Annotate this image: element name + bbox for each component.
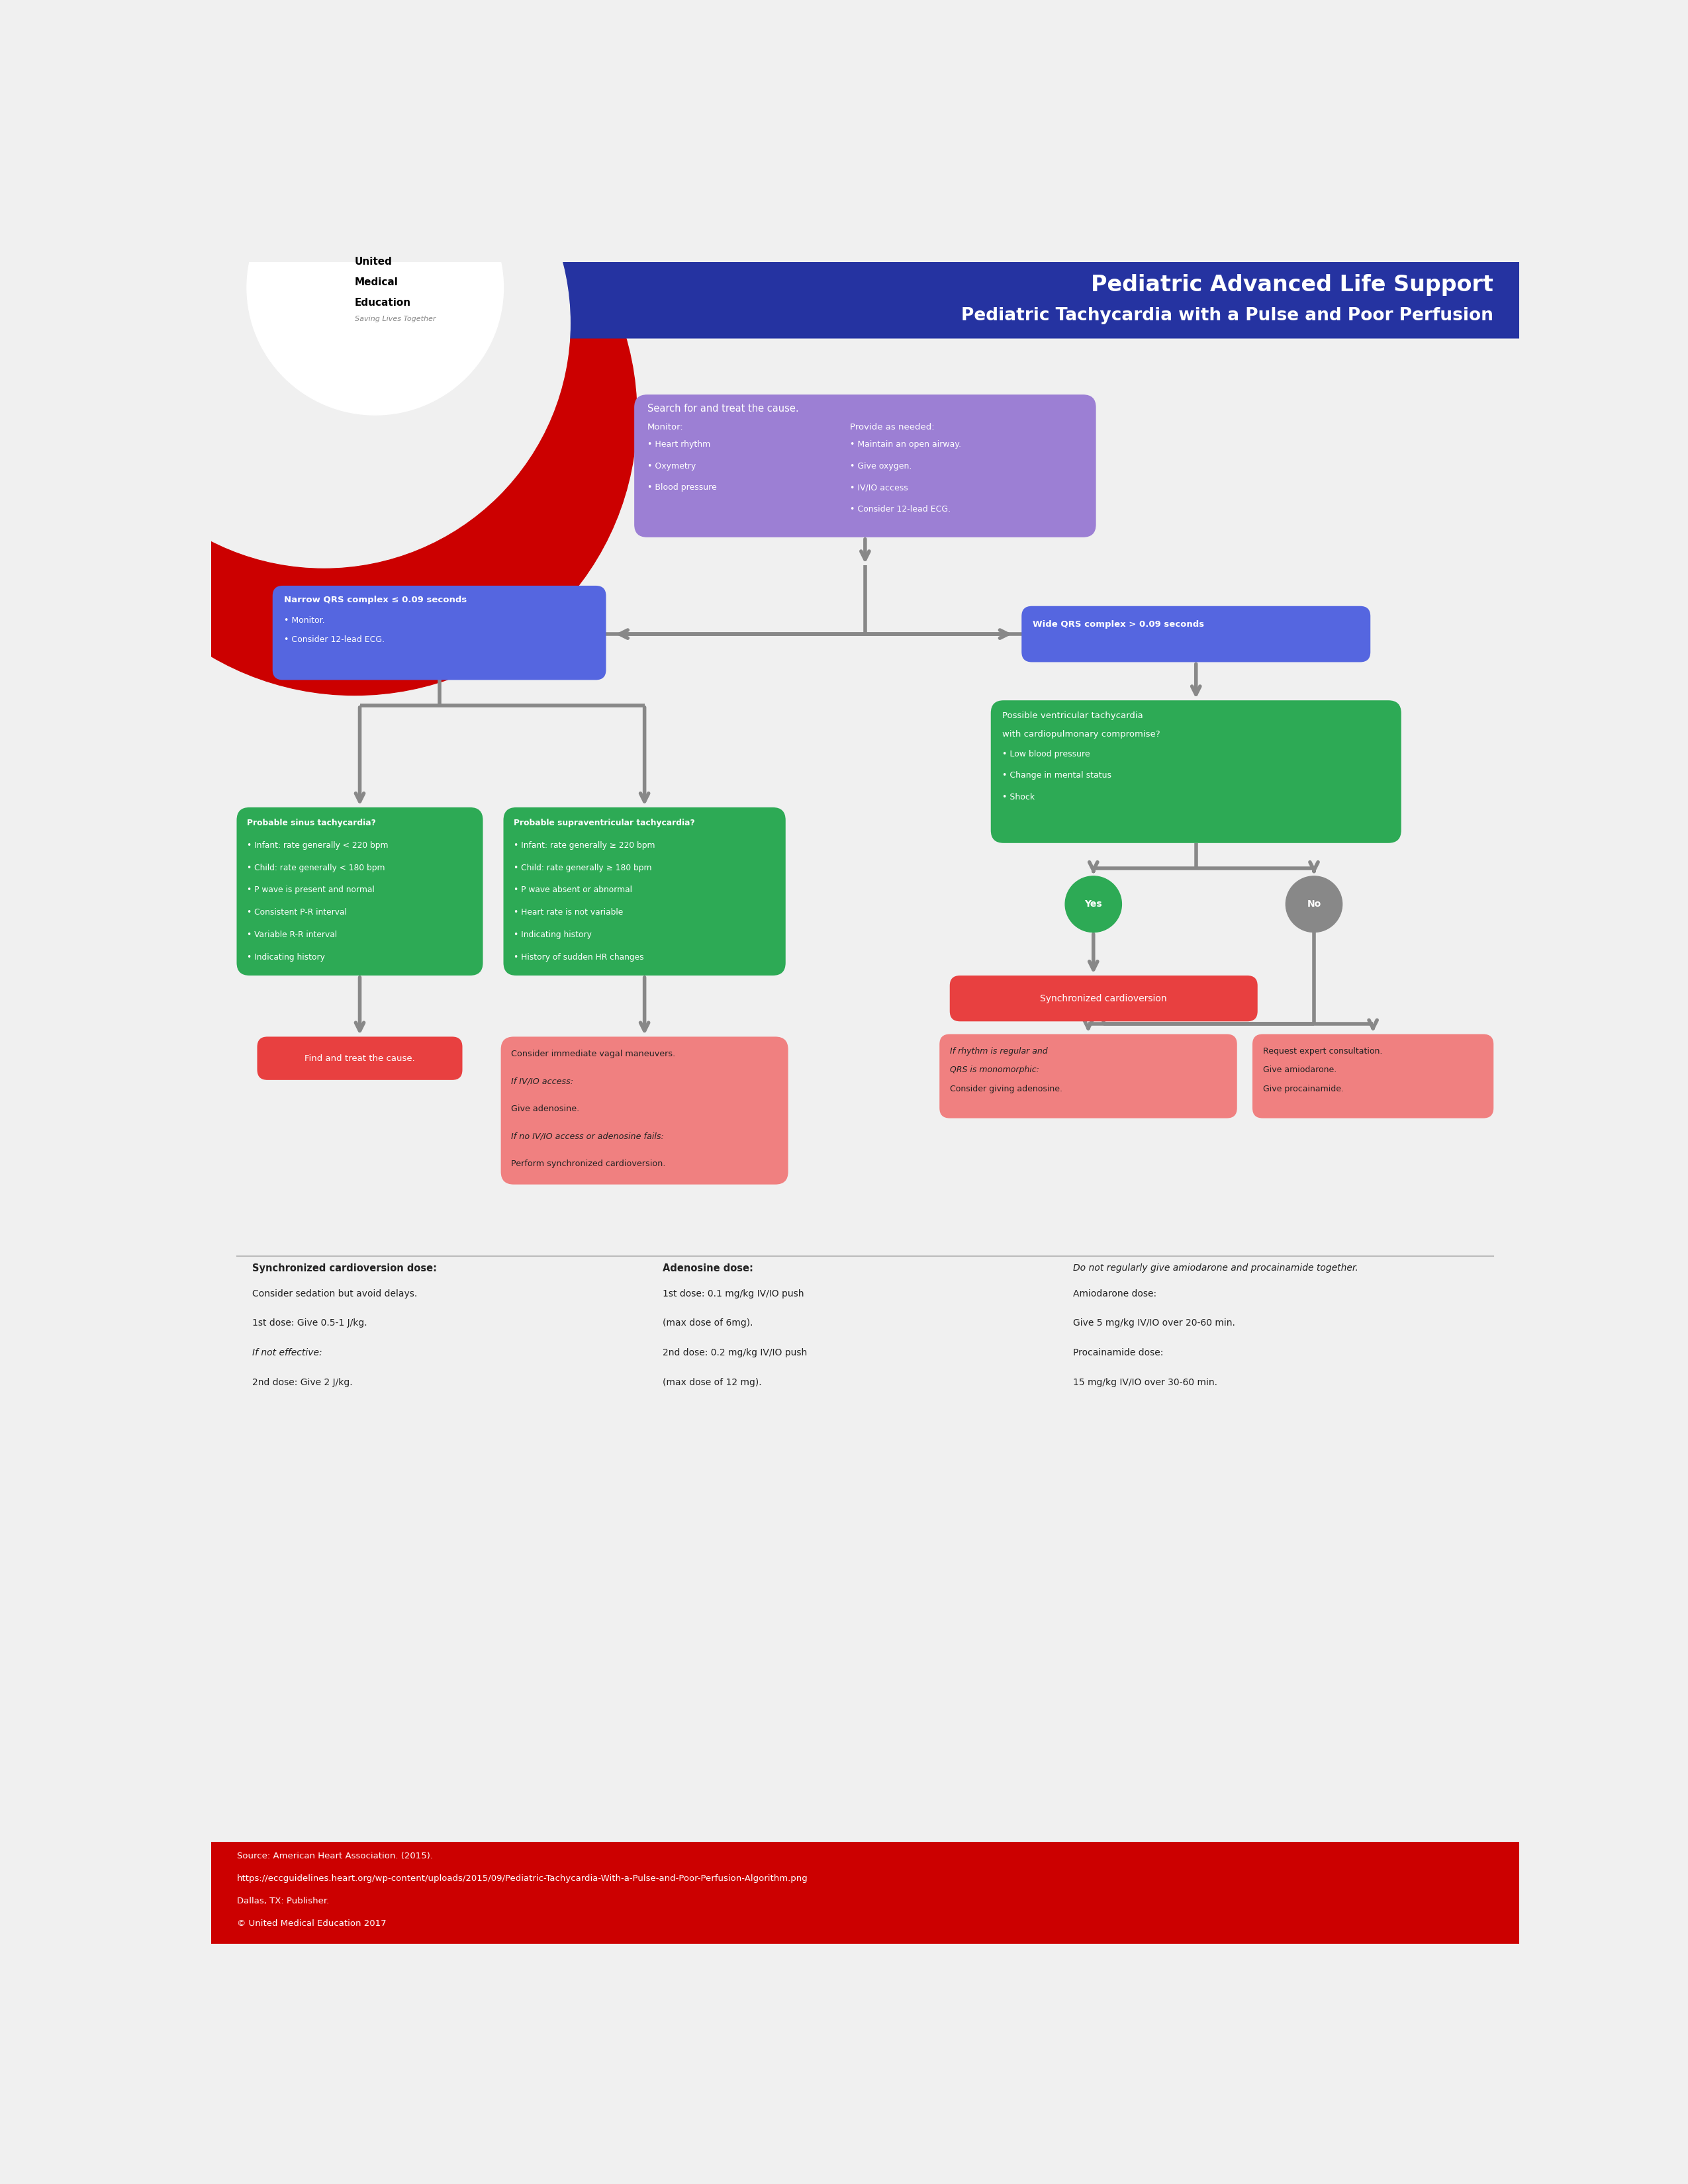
FancyBboxPatch shape: [236, 808, 483, 976]
Text: • Shock: • Shock: [1003, 793, 1035, 802]
Text: • Monitor.: • Monitor.: [284, 616, 324, 625]
Circle shape: [78, 79, 571, 568]
Circle shape: [1286, 876, 1342, 933]
Text: Monitor:: Monitor:: [647, 422, 684, 430]
Text: https://eccguidelines.heart.org/wp-content/uploads/2015/09/Pediatric-Tachycardia: https://eccguidelines.heart.org/wp-conte…: [236, 1874, 809, 1883]
Text: • Infant: rate generally < 220 bpm: • Infant: rate generally < 220 bpm: [246, 841, 388, 850]
FancyBboxPatch shape: [257, 1037, 463, 1081]
Text: Synchronized cardioversion: Synchronized cardioversion: [1040, 994, 1166, 1002]
Text: Probable sinus tachycardia?: Probable sinus tachycardia?: [246, 819, 376, 828]
Text: • P wave is present and normal: • P wave is present and normal: [246, 887, 375, 895]
Text: Search for and treat the cause.: Search for and treat the cause.: [647, 404, 798, 413]
Text: • Consider 12-lead ECG.: • Consider 12-lead ECG.: [284, 636, 385, 644]
Text: Probable supraventricular tachycardia?: Probable supraventricular tachycardia?: [513, 819, 695, 828]
Text: 2nd dose: Give 2 J/kg.: 2nd dose: Give 2 J/kg.: [252, 1378, 353, 1387]
Text: Give adenosine.: Give adenosine.: [511, 1105, 579, 1114]
Text: • Maintain an open airway.: • Maintain an open airway.: [849, 441, 960, 450]
FancyBboxPatch shape: [1021, 605, 1371, 662]
Text: • History of sudden HR changes: • History of sudden HR changes: [513, 952, 643, 961]
FancyBboxPatch shape: [1252, 1035, 1494, 1118]
Text: Do not regularly give amiodarone and procainamide together.: Do not regularly give amiodarone and pro…: [1074, 1262, 1359, 1273]
Text: Possible ventricular tachycardia: Possible ventricular tachycardia: [1003, 712, 1143, 721]
Text: • P wave absent or abnormal: • P wave absent or abnormal: [513, 887, 633, 895]
Text: Adenosine dose:: Adenosine dose:: [662, 1262, 753, 1273]
Text: Consider giving adenosine.: Consider giving adenosine.: [950, 1085, 1062, 1094]
Text: QRS is monomorphic:: QRS is monomorphic:: [950, 1066, 1040, 1075]
Text: • Oxymetry: • Oxymetry: [647, 461, 695, 470]
Text: Pediatric Tachycardia with a Pulse and Poor Perfusion: Pediatric Tachycardia with a Pulse and P…: [962, 308, 1494, 323]
Text: Give procainamide.: Give procainamide.: [1263, 1085, 1344, 1094]
Text: Give amiodarone.: Give amiodarone.: [1263, 1066, 1337, 1075]
Text: (max dose of 12 mg).: (max dose of 12 mg).: [662, 1378, 761, 1387]
Text: If no IV/IO access or adenosine fails:: If no IV/IO access or adenosine fails:: [511, 1131, 663, 1140]
Text: Narrow QRS complex ≤ 0.09 seconds: Narrow QRS complex ≤ 0.09 seconds: [284, 596, 466, 605]
FancyBboxPatch shape: [501, 1037, 788, 1184]
FancyBboxPatch shape: [950, 976, 1258, 1022]
Text: • Consistent P-R interval: • Consistent P-R interval: [246, 909, 346, 917]
Text: Yes: Yes: [1085, 900, 1102, 909]
Text: Synchronized cardioversion dose:: Synchronized cardioversion dose:: [252, 1262, 437, 1273]
Text: Perform synchronized cardioversion.: Perform synchronized cardioversion.: [511, 1160, 665, 1168]
Text: Dallas, TX: Publisher.: Dallas, TX: Publisher.: [236, 1898, 329, 1904]
Text: © United Medical Education 2017: © United Medical Education 2017: [236, 1920, 387, 1928]
Text: Education: Education: [354, 297, 410, 308]
Text: • Heart rhythm: • Heart rhythm: [647, 441, 711, 450]
FancyBboxPatch shape: [211, 1841, 1519, 1944]
Text: Amiodarone dose:: Amiodarone dose:: [1074, 1289, 1156, 1297]
Text: Find and treat the cause.: Find and treat the cause.: [304, 1055, 415, 1064]
Text: (max dose of 6mg).: (max dose of 6mg).: [662, 1319, 753, 1328]
Text: • Indicating history: • Indicating history: [513, 930, 592, 939]
Text: • Indicating history: • Indicating history: [246, 952, 324, 961]
Text: If rhythm is regular and: If rhythm is regular and: [950, 1046, 1048, 1055]
Text: with cardiopulmonary compromise?: with cardiopulmonary compromise?: [1003, 729, 1160, 738]
Text: • Give oxygen.: • Give oxygen.: [849, 461, 912, 470]
Text: Procainamide dose:: Procainamide dose:: [1074, 1348, 1163, 1356]
Text: Consider sedation but avoid delays.: Consider sedation but avoid delays.: [252, 1289, 417, 1297]
Text: 15 mg/kg IV/IO over 30-60 min.: 15 mg/kg IV/IO over 30-60 min.: [1074, 1378, 1217, 1387]
FancyBboxPatch shape: [272, 585, 606, 679]
Circle shape: [246, 159, 503, 415]
FancyBboxPatch shape: [560, 262, 1519, 339]
Text: 1st dose: 0.1 mg/kg IV/IO push: 1st dose: 0.1 mg/kg IV/IO push: [662, 1289, 803, 1297]
Text: • Heart rate is not variable: • Heart rate is not variable: [513, 909, 623, 917]
Text: Source: American Heart Association. (2015).: Source: American Heart Association. (201…: [236, 1852, 432, 1861]
Text: 2nd dose: 0.2 mg/kg IV/IO push: 2nd dose: 0.2 mg/kg IV/IO push: [662, 1348, 807, 1356]
Text: If not effective:: If not effective:: [252, 1348, 322, 1356]
Text: Medical: Medical: [354, 277, 398, 288]
Text: Give 5 mg/kg IV/IO over 20-60 min.: Give 5 mg/kg IV/IO over 20-60 min.: [1074, 1319, 1236, 1328]
Circle shape: [73, 135, 636, 695]
Text: • Low blood pressure: • Low blood pressure: [1003, 749, 1090, 758]
FancyBboxPatch shape: [940, 1035, 1237, 1118]
Text: Consider immediate vagal maneuvers.: Consider immediate vagal maneuvers.: [511, 1048, 675, 1057]
FancyBboxPatch shape: [503, 808, 785, 976]
Text: Request expert consultation.: Request expert consultation.: [1263, 1046, 1382, 1055]
Text: 1st dose: Give 0.5-1 J/kg.: 1st dose: Give 0.5-1 J/kg.: [252, 1319, 366, 1328]
Text: Saving Lives Together: Saving Lives Together: [354, 314, 436, 323]
Text: • Child: rate generally ≥ 180 bpm: • Child: rate generally ≥ 180 bpm: [513, 863, 652, 871]
Text: No: No: [1307, 900, 1322, 909]
Circle shape: [1065, 876, 1121, 933]
FancyBboxPatch shape: [991, 701, 1401, 843]
Text: • Child: rate generally < 180 bpm: • Child: rate generally < 180 bpm: [246, 863, 385, 871]
Text: • Blood pressure: • Blood pressure: [647, 483, 716, 491]
Text: • Variable R-R interval: • Variable R-R interval: [246, 930, 338, 939]
Text: If IV/IO access:: If IV/IO access:: [511, 1077, 574, 1085]
Text: • IV/IO access: • IV/IO access: [849, 483, 908, 491]
FancyBboxPatch shape: [635, 395, 1096, 537]
Text: • Change in mental status: • Change in mental status: [1003, 771, 1111, 780]
Text: United: United: [354, 258, 392, 266]
Text: • Consider 12-lead ECG.: • Consider 12-lead ECG.: [849, 505, 950, 513]
Text: • Infant: rate generally ≥ 220 bpm: • Infant: rate generally ≥ 220 bpm: [513, 841, 655, 850]
Text: Wide QRS complex > 0.09 seconds: Wide QRS complex > 0.09 seconds: [1033, 620, 1204, 629]
Text: Pediatric Advanced Life Support: Pediatric Advanced Life Support: [1090, 275, 1494, 297]
Text: Provide as needed:: Provide as needed:: [849, 422, 933, 430]
